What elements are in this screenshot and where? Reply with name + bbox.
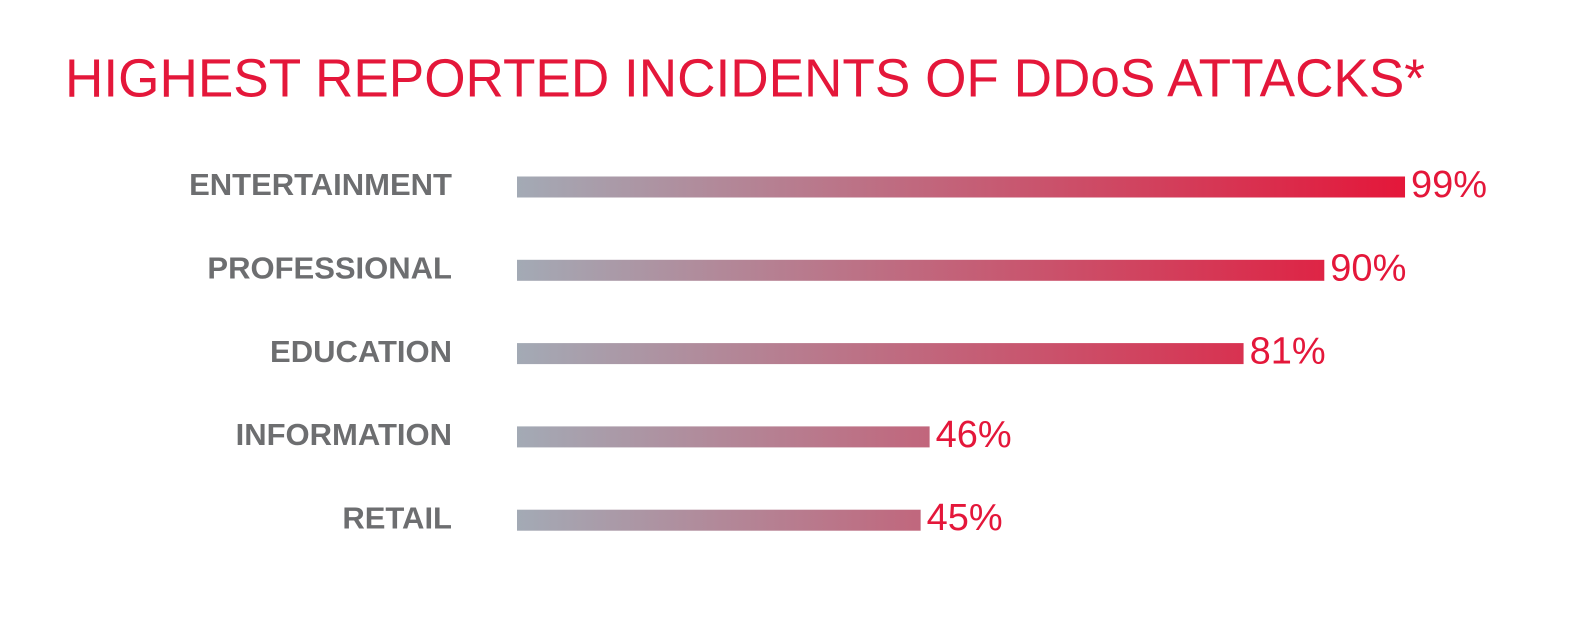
value-label: 90% bbox=[1330, 247, 1406, 289]
category-label: INFORMATION bbox=[236, 417, 452, 452]
value-label: 99% bbox=[1411, 164, 1487, 206]
category-label: RETAIL bbox=[342, 500, 452, 535]
bar bbox=[517, 176, 1406, 198]
category-label: ENTERTAINMENT bbox=[189, 167, 452, 202]
value-label: 46% bbox=[936, 414, 1012, 456]
bar bbox=[517, 343, 1244, 365]
bar bbox=[517, 509, 921, 531]
bar bbox=[517, 259, 1325, 281]
chart-title: HIGHEST REPORTED INCIDENTS OF DDoS ATTAC… bbox=[65, 48, 1425, 108]
category-label: PROFESSIONAL bbox=[207, 250, 452, 285]
value-label: 45% bbox=[927, 497, 1003, 539]
category-label: EDUCATION bbox=[270, 334, 452, 369]
bar bbox=[517, 426, 930, 448]
value-label: 81% bbox=[1250, 331, 1326, 373]
